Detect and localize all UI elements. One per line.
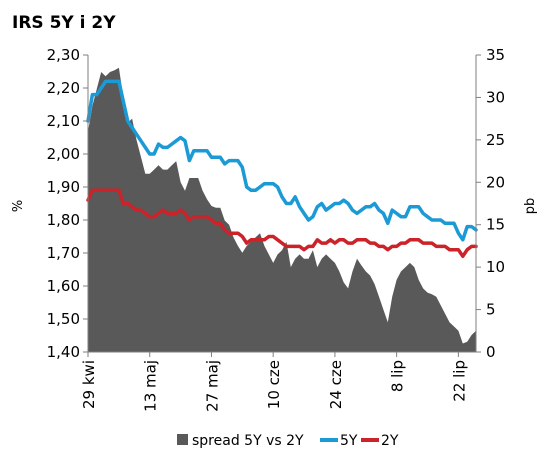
legend-label-2y: 2Y xyxy=(381,433,399,449)
left-tick-label: 2,30 xyxy=(47,46,80,64)
legend-label-spread: spread 5Y vs 2Y xyxy=(192,433,304,449)
left-axis-label: % xyxy=(11,200,26,212)
legend-label-5y: 5Y xyxy=(340,433,358,449)
left-tick-label: 2,10 xyxy=(47,112,80,130)
x-tick-label: 24 cze xyxy=(327,360,345,409)
right-tick-label: 25 xyxy=(486,131,505,149)
legend: spread 5Y vs 2Y 5Y 2Y xyxy=(177,433,399,449)
line-series-layer xyxy=(86,79,478,259)
right-axis-label: pb xyxy=(523,198,538,215)
right-tick-label: 20 xyxy=(486,173,505,191)
series-spread-area xyxy=(88,67,476,352)
series-5y-line xyxy=(86,79,478,242)
right-tick-label: 30 xyxy=(486,88,505,106)
x-tick-label: 10 cze xyxy=(265,360,283,409)
left-tick-label: 1,60 xyxy=(47,277,80,295)
left-tick-label: 1,90 xyxy=(47,178,80,196)
left-tick-label: 1,80 xyxy=(47,211,80,229)
spread-area-layer xyxy=(88,67,476,352)
right-tick-label: 15 xyxy=(486,216,505,234)
x-tick-label: 8 lip xyxy=(389,360,407,392)
right-tick-label: 10 xyxy=(486,258,505,276)
axes-layer: 1,40 1,50 1,60 1,70 1,80 1,90 2,00 2,10 2,20 2,30… xyxy=(47,46,506,412)
x-tick-label: 22 lip xyxy=(450,360,468,402)
series-2y-line xyxy=(86,188,478,259)
x-tick-label: 27 maj xyxy=(203,360,221,412)
right-tick-label: 0 xyxy=(486,343,496,361)
left-tick-label: 2,00 xyxy=(47,145,80,163)
left-tick-label: 1,70 xyxy=(47,244,80,262)
legend-swatch-spread xyxy=(177,434,188,445)
x-tick-label: 13 maj xyxy=(142,360,160,412)
chart-title: IRS 5Y i 2Y xyxy=(12,13,116,33)
x-tick-label: 29 kwi xyxy=(80,360,98,409)
left-tick-label: 1,50 xyxy=(47,310,80,328)
left-tick-label: 2,20 xyxy=(47,79,80,97)
right-tick-label: 5 xyxy=(486,301,496,319)
left-tick-label: 1,40 xyxy=(47,343,80,361)
right-tick-label: 35 xyxy=(486,46,505,64)
